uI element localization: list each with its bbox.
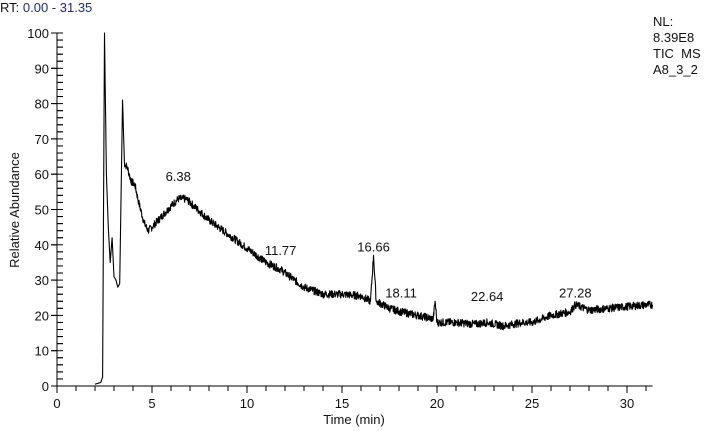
x-tick-label: 0 [53,396,60,411]
rt-range-value: 0.00 - 31.35 [22,0,93,15]
y-tick-label: 20 [35,308,49,323]
y-tick-label: 30 [35,273,49,288]
x-tick-label: 25 [525,396,539,411]
y-axis-title: Relative Abundance [7,152,22,268]
y-tick-label: 80 [35,97,49,112]
x-tick-label: 30 [620,396,634,411]
rt-range-header: RT: 0.00 - 31.35 [0,0,92,15]
x-tick-label: 10 [240,396,254,411]
y-tick-label: 60 [35,167,49,182]
sample-name: A8_3_2 [653,62,698,77]
peak-label: 11.77 [265,243,297,258]
peak-label: 22.64 [471,289,504,304]
rt-label: RT: [0,0,20,15]
peak-labels: 6.38 11.77 16.66 18.11 22.64 27.28 [166,169,592,304]
x-tick-label: 20 [430,396,444,411]
peak-label: 27.28 [559,285,592,300]
x-tick-label: 15 [335,396,349,411]
nl-value: 8.39E8 [653,30,695,45]
axes: 0 5 10 15 20 25 30 0 10 20 30 40 50 60 70 80 90 100 [27,26,653,411]
y-tick-label: 100 [27,26,49,41]
y-tick-label: 0 [42,379,49,394]
nl-label: NL: [653,14,674,29]
scan-type: TIC MS [653,46,701,61]
peak-label: 16.66 [357,239,390,254]
tic-trace [94,32,654,385]
x-axis-title: Time (min) [323,412,385,427]
y-tick-label: 50 [35,203,49,218]
y-tick-label: 40 [35,238,49,253]
y-tick-label: 90 [35,61,49,76]
x-tick-label: 5 [148,396,155,411]
y-tick-label: 10 [35,344,49,359]
peak-label: 6.38 [166,169,191,184]
peak-label: 18.11 [385,285,417,300]
trace-info-panel: NL: 8.39E8 TIC MS A8_3_2 [653,14,701,78]
y-tick-label: 70 [35,132,49,147]
